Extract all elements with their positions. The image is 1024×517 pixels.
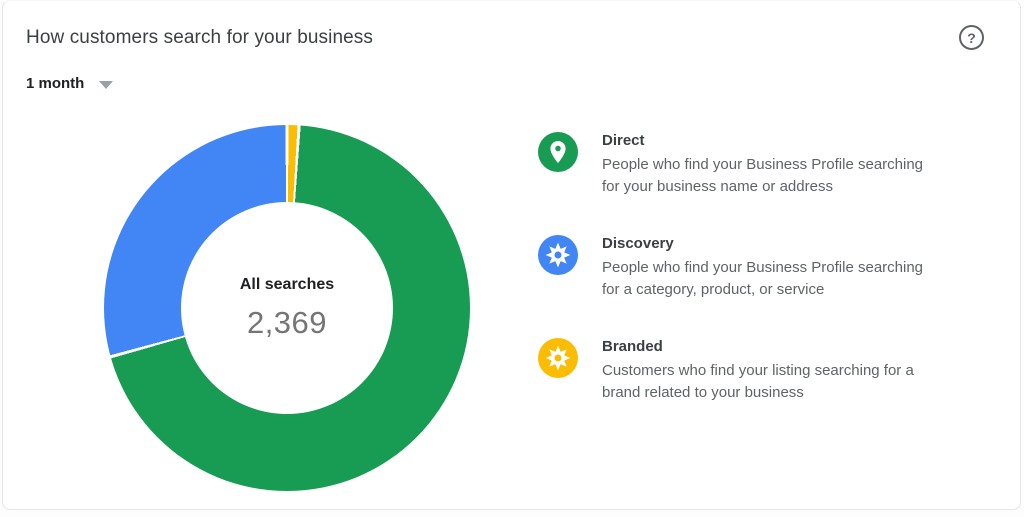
donut-chart-center: All searches 2,369: [181, 202, 393, 414]
legend-text-discovery: Discovery People who find your Business …: [602, 235, 923, 301]
legend-title-discovery: Discovery: [602, 235, 674, 252]
period-dropdown-label: 1 month: [26, 75, 85, 92]
legend-desc-line: brand related to your business: [602, 384, 804, 401]
period-dropdown[interactable]: 1 month: [26, 75, 114, 92]
legend-desc-line: Customers who find your listing searchin…: [602, 362, 914, 379]
place-pin-icon: [538, 132, 578, 172]
donut-chart[interactable]: All searches 2,369: [104, 125, 470, 491]
legend-desc-direct: People who find your Business Profile se…: [602, 154, 923, 198]
legend-desc-line: for your business name or address: [602, 178, 833, 195]
legend-desc-line: for a category, product, or service: [602, 281, 825, 298]
legend-item-discovery: Discovery People who find your Business …: [538, 235, 923, 301]
page-title: How customers search for your business: [26, 27, 373, 48]
legend-item-direct: Direct People who find your Business Pro…: [538, 132, 923, 198]
donut-center-label: All searches: [239, 275, 335, 293]
compass-burst-icon: [538, 338, 578, 378]
legend-desc-branded: Customers who find your listing searchin…: [602, 360, 914, 404]
question-mark-icon: ?: [967, 29, 976, 46]
legend-desc-discovery: People who find your Business Profile se…: [602, 257, 923, 301]
legend-title-direct: Direct: [602, 132, 645, 149]
legend-title-branded: Branded: [602, 338, 663, 355]
legend-desc-line: People who find your Business Profile se…: [602, 259, 924, 276]
legend-text-branded: Branded Customers who find your listing …: [602, 338, 914, 404]
legend-item-branded: Branded Customers who find your listing …: [538, 338, 923, 404]
compass-burst-icon: [538, 235, 578, 275]
help-button[interactable]: ?: [959, 25, 984, 50]
legend-desc-line: People who find your Business Profile se…: [602, 156, 924, 173]
donut-center-value: 2,369: [246, 304, 328, 340]
chevron-down-icon: [99, 80, 114, 89]
chart-legend: Direct People who find your Business Pro…: [538, 132, 923, 441]
legend-text-direct: Direct People who find your Business Pro…: [602, 132, 923, 198]
